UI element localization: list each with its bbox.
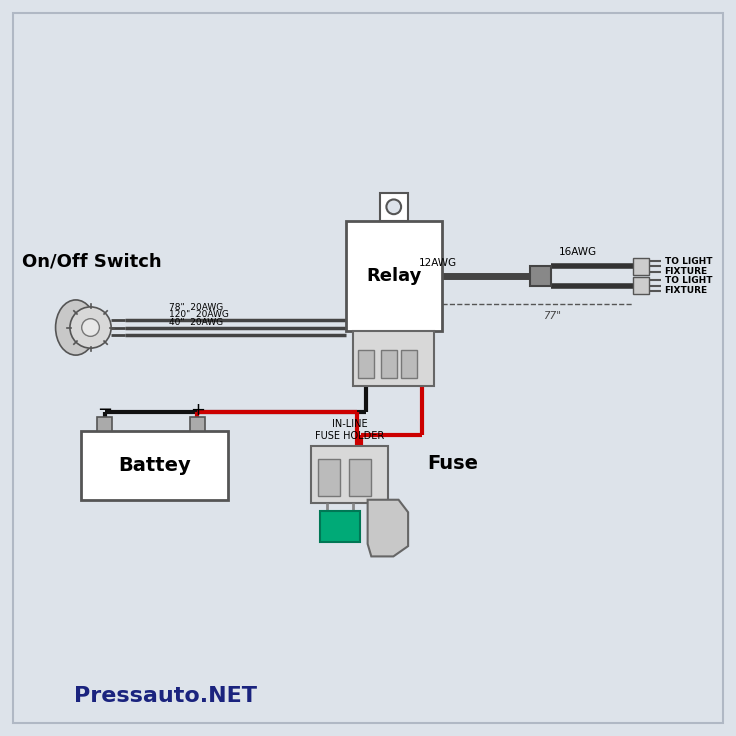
- Text: Fuse: Fuse: [428, 454, 478, 473]
- Polygon shape: [368, 500, 408, 556]
- Text: −: −: [97, 401, 112, 419]
- Text: 78"  20AWG: 78" 20AWG: [169, 303, 224, 312]
- Text: +: +: [190, 401, 205, 419]
- Bar: [358, 350, 374, 378]
- Text: Relay: Relay: [366, 267, 422, 285]
- Text: 40"  20AWG: 40" 20AWG: [169, 318, 224, 327]
- Circle shape: [386, 199, 401, 214]
- Circle shape: [70, 307, 111, 348]
- Text: Battey: Battey: [118, 456, 191, 475]
- Bar: [633, 258, 649, 275]
- Text: TO LIGHT
FIXTURE: TO LIGHT FIXTURE: [665, 257, 712, 276]
- Bar: [346, 221, 442, 331]
- Bar: [530, 266, 551, 286]
- Ellipse shape: [56, 300, 96, 355]
- Bar: [353, 331, 434, 386]
- Text: 120"  20AWG: 120" 20AWG: [169, 311, 229, 319]
- Text: On/Off Switch: On/Off Switch: [22, 252, 162, 270]
- Bar: [401, 350, 417, 378]
- Bar: [633, 277, 649, 294]
- Bar: [381, 350, 397, 378]
- Bar: [349, 459, 371, 496]
- Text: 77": 77": [543, 311, 561, 321]
- Circle shape: [82, 319, 99, 336]
- Text: TO LIGHT
FIXTURE: TO LIGHT FIXTURE: [665, 276, 712, 295]
- Text: IN-LINE
FUSE HOLDER: IN-LINE FUSE HOLDER: [315, 419, 384, 441]
- Bar: [97, 417, 112, 431]
- Bar: [320, 511, 361, 542]
- Bar: [318, 459, 340, 496]
- Bar: [81, 431, 228, 500]
- Text: 16AWG: 16AWG: [559, 247, 597, 258]
- Bar: [380, 193, 408, 221]
- Text: 12AWG: 12AWG: [419, 258, 457, 269]
- Bar: [190, 417, 205, 431]
- Text: Pressauto.NET: Pressauto.NET: [74, 685, 257, 706]
- Bar: [311, 446, 389, 503]
